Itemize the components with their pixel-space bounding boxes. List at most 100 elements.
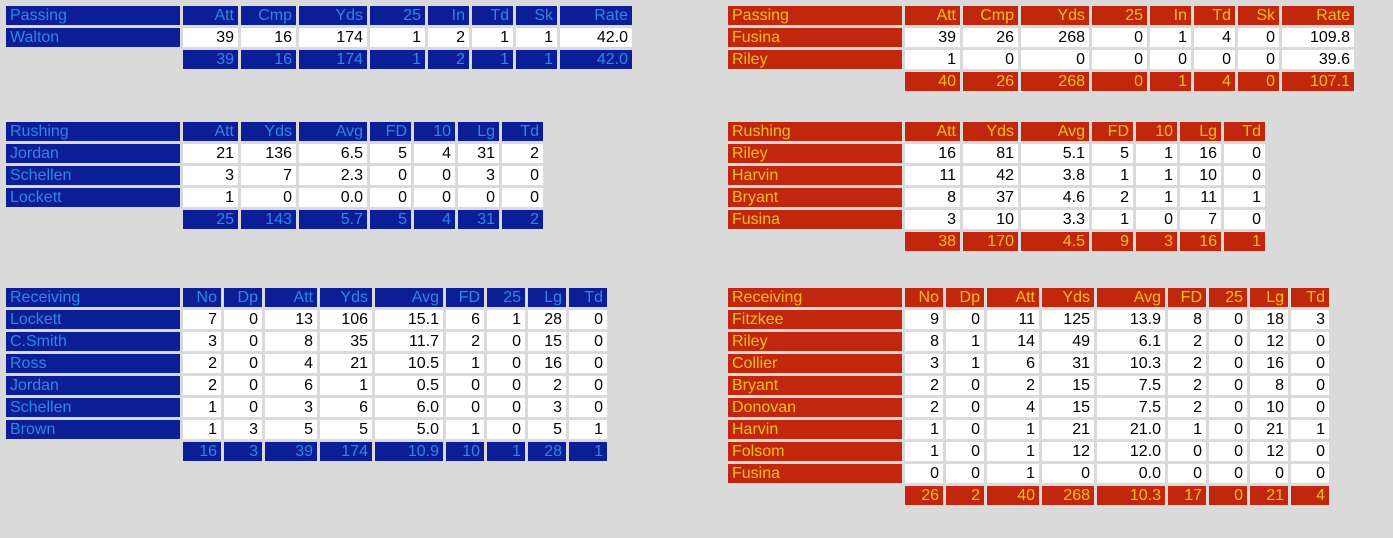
column-header: Lg (1250, 288, 1288, 307)
player-name: Lockett (6, 188, 180, 207)
right-passing-table: Passing Att Cmp Yds 25 In Td Sk Rate Fusina 39 26 26… (725, 3, 1357, 94)
totals-spacer (728, 232, 902, 251)
totals-spacer (6, 442, 180, 461)
stat-cell: 1 (487, 310, 525, 329)
stat-cell: 4 (414, 144, 455, 163)
total-cell: 1 (487, 442, 525, 461)
totals-spacer (728, 486, 902, 505)
stat-cell: 0 (1092, 28, 1147, 47)
stat-cell: 37 (963, 188, 1018, 207)
stat-cell: 1 (569, 420, 607, 439)
column-header: FD (370, 122, 411, 141)
player-name: Harvin (728, 166, 902, 185)
stat-cell: 0 (1224, 166, 1265, 185)
stat-cell: 7 (1180, 210, 1221, 229)
stat-cell: 0 (569, 398, 607, 417)
header-row: Receiving No Dp Att Yds Avg FD 25 Lg Td (6, 288, 607, 307)
stat-cell: 136 (241, 144, 296, 163)
column-header: Cmp (241, 6, 296, 25)
header-row: Rushing Att Yds Avg FD 10 Lg Td (728, 122, 1265, 141)
column-header: Lg (1180, 122, 1221, 141)
stat-cell: 0 (946, 420, 984, 439)
stat-cell: 0 (946, 398, 984, 417)
column-header: FD (1168, 288, 1206, 307)
stat-cell: 1 (183, 188, 238, 207)
total-cell: 174 (320, 442, 372, 461)
stat-cell: 0 (502, 188, 543, 207)
stat-cell: 7 (183, 310, 221, 329)
stat-cell: 13 (265, 310, 317, 329)
total-cell: 5.7 (299, 210, 367, 229)
stat-cell: 0 (446, 376, 484, 395)
column-header: Att (905, 6, 960, 25)
stat-cell: 0 (946, 376, 984, 395)
stat-cell: 1 (1136, 166, 1177, 185)
stat-cell: 0 (458, 188, 499, 207)
total-cell: 143 (241, 210, 296, 229)
column-header: Avg (1021, 122, 1089, 141)
stat-cell: 0 (487, 398, 525, 417)
total-cell: 1 (1150, 72, 1191, 91)
stat-cell: 1 (987, 464, 1039, 483)
stat-cell: 0 (569, 354, 607, 373)
stat-cell: 16 (1250, 354, 1288, 373)
stat-cell: 0 (569, 310, 607, 329)
column-header: Att (183, 122, 238, 141)
stat-cell: 7.5 (1097, 376, 1165, 395)
total-cell: 26 (905, 486, 943, 505)
column-header: Lg (458, 122, 499, 141)
total-cell: 0 (1092, 72, 1147, 91)
section-title: Receiving (728, 288, 902, 307)
player-name: Walton (6, 28, 180, 47)
stat-cell: 0 (370, 188, 411, 207)
stat-cell: 0 (946, 442, 984, 461)
stat-cell: 6 (987, 354, 1039, 373)
player-name: Riley (728, 332, 902, 351)
stat-cell: 13.9 (1097, 310, 1165, 329)
player-row: Riley 1 0 0 0 0 0 0 39.6 (728, 50, 1354, 69)
column-header: Yds (1021, 6, 1089, 25)
column-header: 10 (1136, 122, 1177, 141)
right-rushing-table: Rushing Att Yds Avg FD 10 Lg Td Riley 16 81 5.1 5 1 16… (725, 119, 1268, 254)
column-header: Att (265, 288, 317, 307)
stat-cell: 1 (905, 50, 960, 69)
total-cell: 268 (1021, 72, 1089, 91)
header-row: Rushing Att Yds Avg FD 10 Lg Td (6, 122, 543, 141)
stat-cell: 0 (1291, 332, 1329, 351)
stat-cell: 39 (905, 28, 960, 47)
stat-cell: 16 (241, 28, 296, 47)
column-header: 25 (1209, 288, 1247, 307)
column-header: Td (472, 6, 513, 25)
stat-cell: 0 (1224, 210, 1265, 229)
stat-cell: 21 (1250, 420, 1288, 439)
column-header: Rate (560, 6, 632, 25)
stat-cell: 2 (183, 376, 221, 395)
stat-cell: 18 (1250, 310, 1288, 329)
stat-cell: 1 (905, 420, 943, 439)
total-cell: 28 (528, 442, 566, 461)
stat-cell: 0 (224, 376, 262, 395)
stat-cell: 0.0 (1097, 464, 1165, 483)
stat-cell: 0 (569, 376, 607, 395)
column-header: Att (987, 288, 1039, 307)
player-row: Riley 8 1 14 49 6.1 2 0 12 0 (728, 332, 1329, 351)
total-cell: 4 (1291, 486, 1329, 505)
player-row: Riley 16 81 5.1 5 1 16 0 (728, 144, 1265, 163)
player-row: Donovan 2 0 4 15 7.5 2 0 10 0 (728, 398, 1329, 417)
column-header: Att (183, 6, 238, 25)
section-title: Passing (6, 6, 180, 25)
stat-cell: 12 (1042, 442, 1094, 461)
stat-cell: 0 (224, 398, 262, 417)
stat-cell: 2 (905, 398, 943, 417)
column-header: Lg (528, 288, 566, 307)
totals-spacer (6, 50, 180, 69)
total-cell: 16 (1180, 232, 1221, 251)
header-row: Receiving No Dp Att Yds Avg FD 25 Lg Td (728, 288, 1329, 307)
stat-cell: 8 (1250, 376, 1288, 395)
player-name: Fusina (728, 210, 902, 229)
stat-cell: 0 (1168, 464, 1206, 483)
stat-cell: 2.3 (299, 166, 367, 185)
stat-cell: 0 (224, 310, 262, 329)
column-header: Rate (1282, 6, 1354, 25)
player-name: Donovan (728, 398, 902, 417)
